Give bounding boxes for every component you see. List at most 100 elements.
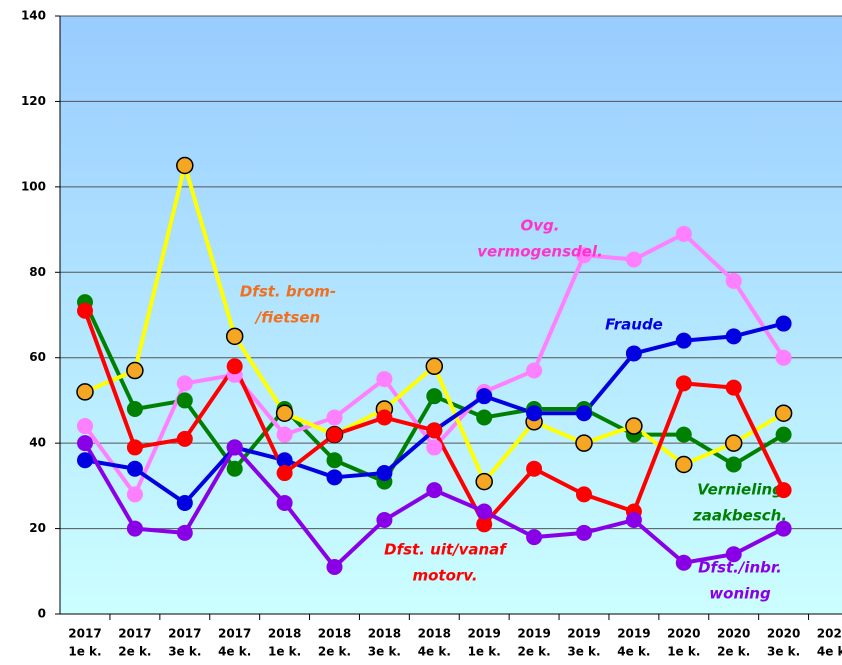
- x-tick-label: 1e k.: [667, 645, 700, 659]
- x-tick-label: 3e k.: [567, 645, 600, 659]
- marker: [724, 434, 743, 452]
- marker: [476, 516, 493, 533]
- y-tick-label: 60: [29, 350, 46, 364]
- marker: [176, 392, 193, 409]
- marker: [575, 434, 593, 452]
- series-label: motorv.: [412, 567, 477, 585]
- marker: [126, 520, 143, 537]
- marker: [576, 524, 592, 541]
- marker: [176, 156, 194, 175]
- series-label: zaakbesch.: [692, 507, 787, 525]
- x-tick-label: 2017: [68, 627, 101, 641]
- x-tick-label: 1e k.: [468, 645, 501, 659]
- marker: [675, 455, 693, 474]
- marker: [675, 225, 692, 242]
- x-tick-label: 2018: [368, 627, 401, 641]
- marker: [326, 559, 343, 576]
- series-label: Dfst. uit/vanaf: [384, 541, 508, 559]
- marker: [775, 520, 792, 537]
- marker: [176, 375, 193, 392]
- x-tick-label: 2019: [617, 627, 650, 641]
- y-tick-label: 140: [21, 9, 46, 23]
- series-label: vermogensdel.: [477, 243, 603, 261]
- marker: [526, 362, 543, 379]
- x-tick-label: 3e k.: [767, 645, 800, 659]
- marker: [576, 486, 592, 503]
- x-tick-label: 2019: [567, 627, 600, 641]
- marker: [576, 247, 592, 264]
- x-tick-label: 3e k.: [368, 645, 401, 659]
- marker: [725, 456, 742, 473]
- marker: [476, 409, 493, 426]
- plot-area: [60, 16, 842, 614]
- marker: [376, 409, 393, 426]
- marker: [76, 383, 94, 401]
- y-tick-label: 0: [38, 607, 46, 621]
- x-tick-label: 2017: [118, 627, 151, 641]
- marker: [675, 554, 692, 571]
- marker: [426, 422, 443, 439]
- x-tick-label: 2018: [318, 627, 351, 641]
- marker: [176, 524, 193, 541]
- marker: [376, 465, 393, 482]
- x-tick-label: 2019: [467, 627, 500, 641]
- y-tick-label: 120: [21, 94, 46, 108]
- marker: [725, 379, 742, 396]
- marker: [774, 404, 793, 422]
- x-tick-label: 2017: [168, 627, 201, 641]
- marker: [126, 361, 144, 380]
- x-tick-label: 2018: [268, 627, 301, 641]
- marker: [77, 302, 93, 319]
- y-tick-label: 40: [29, 436, 46, 450]
- marker: [675, 375, 692, 392]
- marker: [126, 486, 143, 503]
- y-tick-label: 20: [29, 521, 46, 535]
- series-label: /fietsen: [254, 309, 320, 327]
- marker: [276, 426, 293, 443]
- marker: [126, 400, 143, 417]
- marker: [225, 327, 244, 346]
- marker: [475, 472, 493, 491]
- x-tick-label: 2020: [667, 627, 700, 641]
- x-tick-label: 2020: [817, 627, 842, 641]
- marker: [775, 426, 792, 443]
- marker: [476, 388, 493, 405]
- x-tick-label: 2e k.: [717, 645, 750, 659]
- series-label: Dfst./inbr.: [698, 559, 782, 577]
- marker: [326, 426, 343, 443]
- marker: [625, 512, 642, 529]
- series-label: Dfst. brom-: [240, 283, 336, 301]
- marker: [775, 349, 792, 366]
- marker: [326, 452, 343, 469]
- x-tick-label: 2020: [767, 627, 800, 641]
- marker: [77, 435, 93, 452]
- series-label: woning: [709, 585, 771, 603]
- marker: [526, 405, 543, 422]
- series-label: Fraude: [605, 316, 663, 334]
- marker: [326, 409, 343, 426]
- marker: [526, 529, 543, 546]
- marker: [425, 357, 444, 376]
- marker: [226, 460, 243, 477]
- marker: [625, 251, 642, 268]
- marker: [625, 417, 643, 435]
- marker: [276, 465, 293, 482]
- x-tick-label: 1e k.: [268, 645, 301, 659]
- marker: [126, 439, 143, 456]
- marker: [176, 494, 193, 511]
- marker: [376, 512, 393, 529]
- marker: [126, 460, 143, 477]
- series-label: Vernieling: [697, 481, 783, 499]
- x-tick-label: 2020: [717, 627, 750, 641]
- marker: [226, 358, 243, 375]
- marker: [376, 371, 393, 388]
- x-tick-label: 2e k.: [318, 645, 351, 659]
- marker: [275, 404, 294, 422]
- x-tick-label: 4e k.: [617, 645, 650, 659]
- marker: [675, 426, 692, 443]
- marker: [226, 439, 243, 456]
- marker: [77, 452, 93, 469]
- x-tick-label: 4e k.: [218, 645, 251, 659]
- marker: [725, 272, 742, 289]
